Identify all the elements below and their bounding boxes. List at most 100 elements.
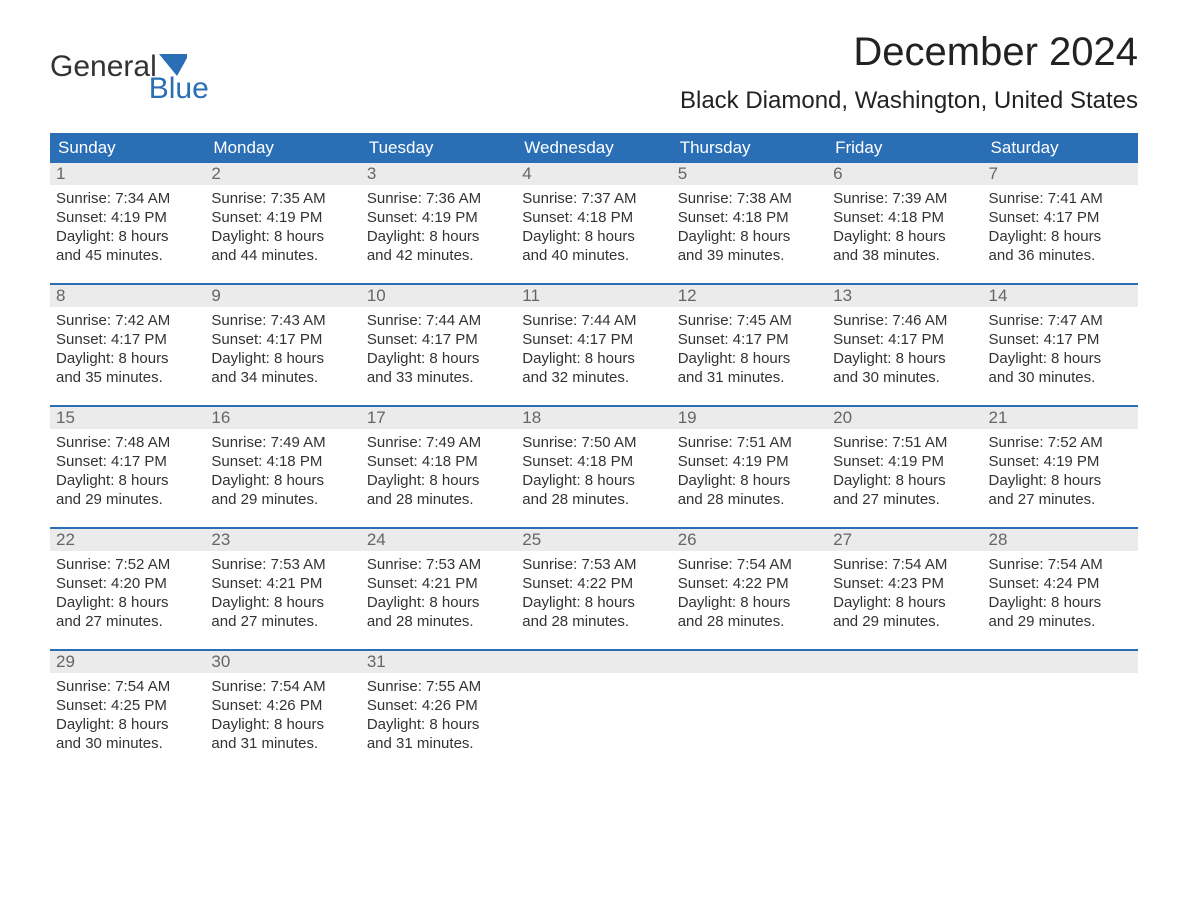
day-dl2: and 40 minutes.	[522, 246, 665, 265]
day-dl1: Daylight: 8 hours	[989, 227, 1132, 246]
day-dl2: and 28 minutes.	[367, 490, 510, 509]
day-sunset: Sunset: 4:17 PM	[989, 208, 1132, 227]
location: Black Diamond, Washington, United States	[680, 87, 1138, 115]
day-dl1: Daylight: 8 hours	[989, 349, 1132, 368]
day-sunset: Sunset: 4:23 PM	[833, 574, 976, 593]
day-number: 1	[50, 163, 205, 185]
day-dl1: Daylight: 8 hours	[833, 349, 976, 368]
day-cell: Sunrise: 7:39 AMSunset: 4:18 PMDaylight:…	[827, 185, 982, 265]
day-cell: Sunrise: 7:38 AMSunset: 4:18 PMDaylight:…	[672, 185, 827, 265]
day-dl2: and 27 minutes.	[211, 612, 354, 631]
day-dl2: and 30 minutes.	[989, 368, 1132, 387]
day-dl1: Daylight: 8 hours	[211, 349, 354, 368]
day-cell: Sunrise: 7:55 AMSunset: 4:26 PMDaylight:…	[361, 673, 516, 753]
day-cell: Sunrise: 7:43 AMSunset: 4:17 PMDaylight:…	[205, 307, 360, 387]
day-number-row: 293031	[50, 651, 1138, 673]
day-dl2: and 36 minutes.	[989, 246, 1132, 265]
day-number: 9	[205, 285, 360, 307]
day-dl2: and 27 minutes.	[989, 490, 1132, 509]
day-sunset: Sunset: 4:17 PM	[989, 330, 1132, 349]
day-cell: Sunrise: 7:41 AMSunset: 4:17 PMDaylight:…	[983, 185, 1138, 265]
day-number: 26	[672, 529, 827, 551]
day-dl1: Daylight: 8 hours	[56, 471, 199, 490]
day-cell: Sunrise: 7:50 AMSunset: 4:18 PMDaylight:…	[516, 429, 671, 509]
day-sunset: Sunset: 4:25 PM	[56, 696, 199, 715]
week-row: 15161718192021Sunrise: 7:48 AMSunset: 4:…	[50, 405, 1138, 509]
day-sunset: Sunset: 4:17 PM	[367, 330, 510, 349]
day-sunset: Sunset: 4:18 PM	[833, 208, 976, 227]
day-number: 17	[361, 407, 516, 429]
day-sunrise: Sunrise: 7:54 AM	[211, 677, 354, 696]
day-sunset: Sunset: 4:19 PM	[678, 452, 821, 471]
day-sunrise: Sunrise: 7:54 AM	[56, 677, 199, 696]
day-dl1: Daylight: 8 hours	[522, 593, 665, 612]
day-sunrise: Sunrise: 7:38 AM	[678, 189, 821, 208]
day-data-row: Sunrise: 7:42 AMSunset: 4:17 PMDaylight:…	[50, 307, 1138, 387]
dow-tuesday: Tuesday	[361, 133, 516, 163]
day-cell: Sunrise: 7:45 AMSunset: 4:17 PMDaylight:…	[672, 307, 827, 387]
day-cell: Sunrise: 7:36 AMSunset: 4:19 PMDaylight:…	[361, 185, 516, 265]
page-title: December 2024	[680, 30, 1138, 75]
day-dl1: Daylight: 8 hours	[211, 593, 354, 612]
day-cell: Sunrise: 7:54 AMSunset: 4:22 PMDaylight:…	[672, 551, 827, 631]
day-sunrise: Sunrise: 7:54 AM	[678, 555, 821, 574]
dow-monday: Monday	[205, 133, 360, 163]
day-sunrise: Sunrise: 7:52 AM	[989, 433, 1132, 452]
day-dl2: and 29 minutes.	[833, 612, 976, 631]
day-dl2: and 33 minutes.	[367, 368, 510, 387]
week-row: 22232425262728Sunrise: 7:52 AMSunset: 4:…	[50, 527, 1138, 631]
title-block: December 2024 Black Diamond, Washington,…	[680, 30, 1138, 115]
day-sunrise: Sunrise: 7:36 AM	[367, 189, 510, 208]
day-cell: Sunrise: 7:53 AMSunset: 4:22 PMDaylight:…	[516, 551, 671, 631]
day-dl2: and 29 minutes.	[211, 490, 354, 509]
day-sunset: Sunset: 4:19 PM	[367, 208, 510, 227]
day-cell: Sunrise: 7:52 AMSunset: 4:19 PMDaylight:…	[983, 429, 1138, 509]
day-dl2: and 32 minutes.	[522, 368, 665, 387]
day-dl2: and 31 minutes.	[678, 368, 821, 387]
day-dl1: Daylight: 8 hours	[833, 593, 976, 612]
day-cell	[827, 673, 982, 753]
day-number: 27	[827, 529, 982, 551]
day-number-row: 22232425262728	[50, 529, 1138, 551]
day-sunset: Sunset: 4:19 PM	[56, 208, 199, 227]
day-sunrise: Sunrise: 7:34 AM	[56, 189, 199, 208]
days-of-week-header: Sunday Monday Tuesday Wednesday Thursday…	[50, 133, 1138, 163]
dow-saturday: Saturday	[983, 133, 1138, 163]
day-number-row: 15161718192021	[50, 407, 1138, 429]
day-cell: Sunrise: 7:53 AMSunset: 4:21 PMDaylight:…	[205, 551, 360, 631]
day-cell: Sunrise: 7:47 AMSunset: 4:17 PMDaylight:…	[983, 307, 1138, 387]
day-sunset: Sunset: 4:26 PM	[367, 696, 510, 715]
day-cell: Sunrise: 7:53 AMSunset: 4:21 PMDaylight:…	[361, 551, 516, 631]
day-cell: Sunrise: 7:37 AMSunset: 4:18 PMDaylight:…	[516, 185, 671, 265]
day-dl1: Daylight: 8 hours	[678, 227, 821, 246]
day-dl1: Daylight: 8 hours	[56, 593, 199, 612]
day-dl1: Daylight: 8 hours	[211, 227, 354, 246]
day-number: 20	[827, 407, 982, 429]
day-dl1: Daylight: 8 hours	[833, 227, 976, 246]
day-sunset: Sunset: 4:18 PM	[522, 452, 665, 471]
day-sunrise: Sunrise: 7:39 AM	[833, 189, 976, 208]
day-cell: Sunrise: 7:52 AMSunset: 4:20 PMDaylight:…	[50, 551, 205, 631]
day-dl1: Daylight: 8 hours	[833, 471, 976, 490]
day-number-row: 1234567	[50, 163, 1138, 185]
day-dl2: and 29 minutes.	[56, 490, 199, 509]
day-number: 31	[361, 651, 516, 673]
day-dl1: Daylight: 8 hours	[678, 471, 821, 490]
day-number: 16	[205, 407, 360, 429]
day-number: 28	[983, 529, 1138, 551]
day-number: 21	[983, 407, 1138, 429]
day-sunrise: Sunrise: 7:41 AM	[989, 189, 1132, 208]
day-sunrise: Sunrise: 7:44 AM	[367, 311, 510, 330]
day-sunrise: Sunrise: 7:50 AM	[522, 433, 665, 452]
day-number: 13	[827, 285, 982, 307]
day-sunset: Sunset: 4:17 PM	[833, 330, 976, 349]
day-sunset: Sunset: 4:17 PM	[678, 330, 821, 349]
day-dl2: and 31 minutes.	[367, 734, 510, 753]
day-number: 7	[983, 163, 1138, 185]
day-sunrise: Sunrise: 7:53 AM	[367, 555, 510, 574]
day-dl2: and 34 minutes.	[211, 368, 354, 387]
day-dl2: and 28 minutes.	[522, 612, 665, 631]
day-sunrise: Sunrise: 7:49 AM	[211, 433, 354, 452]
day-number: 3	[361, 163, 516, 185]
day-sunrise: Sunrise: 7:45 AM	[678, 311, 821, 330]
